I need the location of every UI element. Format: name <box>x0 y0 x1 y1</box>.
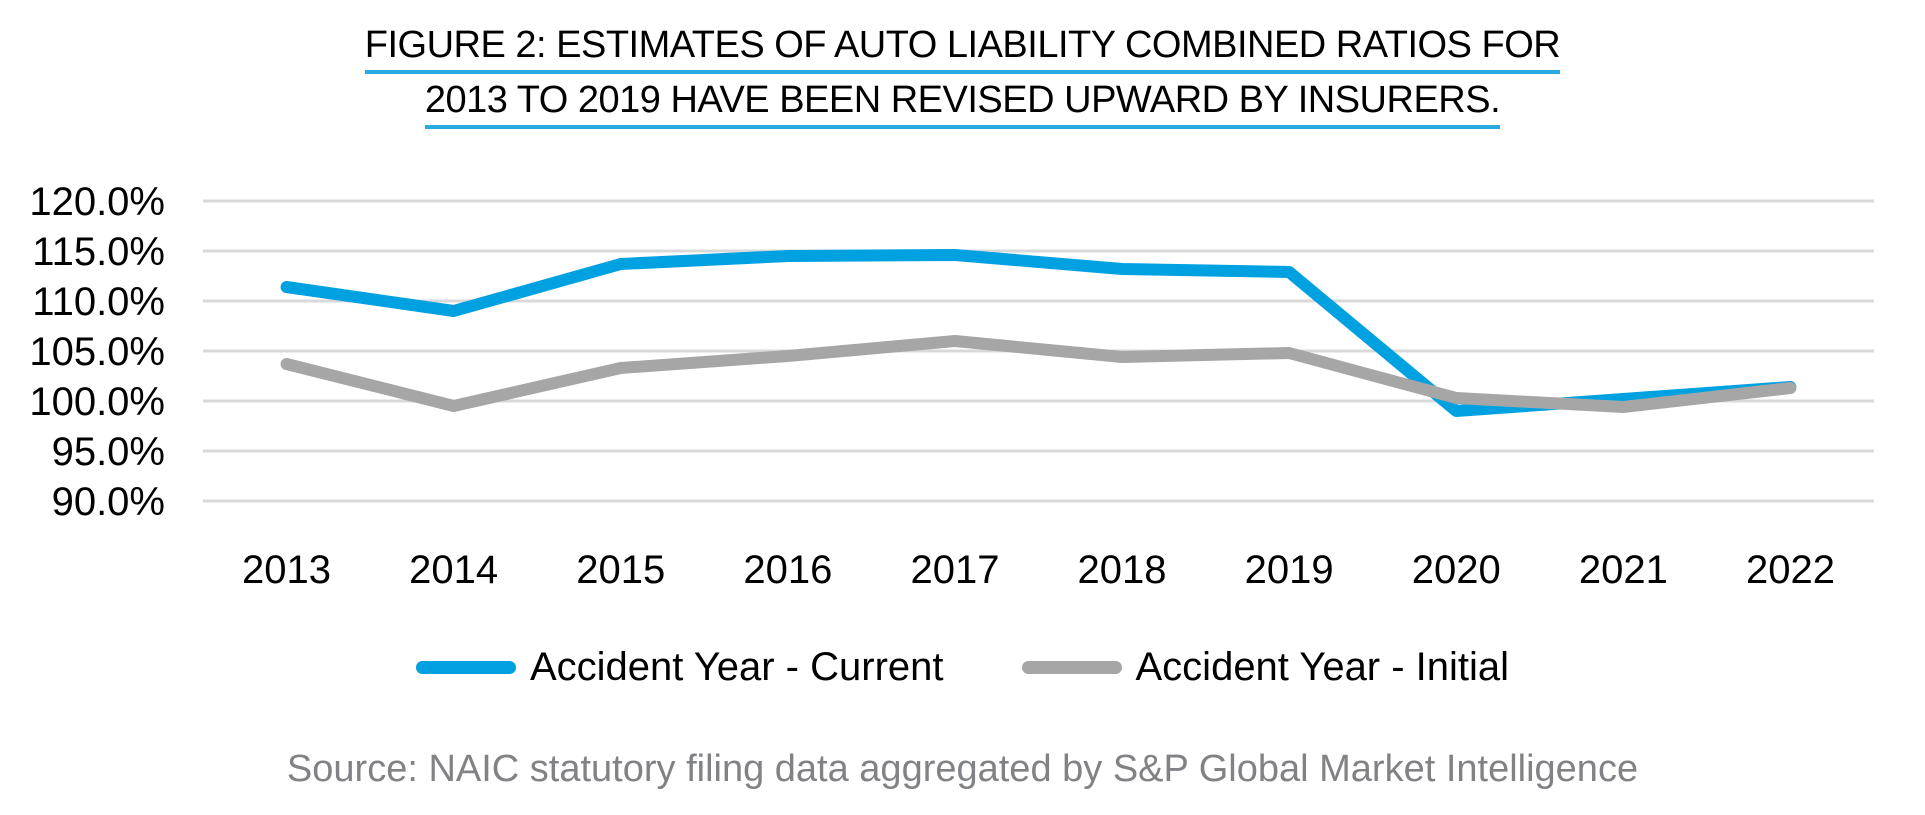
legend-label-initial: Accident Year - Initial <box>1135 645 1510 689</box>
chart-legend: Accident Year - Current Accident Year - … <box>0 645 1925 690</box>
source-attribution: Source: NAIC statutory filing data aggre… <box>286 748 1639 790</box>
chart-title-line-1: FIGURE 2: ESTIMATES OF AUTO LIABILITY CO… <box>364 26 1561 74</box>
x-tick-label: 2013 <box>242 548 331 592</box>
y-tick-label: 95.0% <box>52 430 165 474</box>
chart-title-line-2: 2013 TO 2019 HAVE BEEN REVISED UPWARD BY… <box>424 81 1501 129</box>
x-tick-label: 2020 <box>1412 548 1501 592</box>
legend-label-current: Accident Year - Current <box>529 645 944 689</box>
y-tick-label: 90.0% <box>52 480 165 524</box>
y-tick-label: 115.0% <box>32 230 165 274</box>
y-tick-label: 110.0% <box>32 280 165 324</box>
legend-swatch-current <box>415 661 516 674</box>
series-line-initial <box>280 335 1797 413</box>
x-tick-label: 2014 <box>409 548 498 592</box>
x-tick-label: 2022 <box>1746 548 1835 592</box>
x-tick-label: 2018 <box>1078 548 1167 592</box>
legend-item-initial: Accident Year - Initial <box>1021 645 1510 690</box>
chart-title: FIGURE 2: ESTIMATES OF AUTO LIABILITY CO… <box>0 26 1925 136</box>
legend-swatch-initial <box>1021 661 1122 674</box>
x-tick-label: 2021 <box>1579 548 1668 592</box>
y-tick-label: 120.0% <box>29 180 165 224</box>
legend-item-current: Accident Year - Current <box>415 645 944 690</box>
y-tick-label: 100.0% <box>29 380 165 424</box>
x-tick-label: 2019 <box>1245 548 1334 592</box>
x-tick-label: 2016 <box>743 548 832 592</box>
x-tick-label: 2015 <box>576 548 665 592</box>
x-tick-label: 2017 <box>910 548 999 592</box>
y-tick-label: 105.0% <box>29 330 165 374</box>
combined-ratio-line-chart: 90.0% 95.0% 100.0% 105.0% 110.0% 115.0% 120.0%… <box>29 180 1874 592</box>
